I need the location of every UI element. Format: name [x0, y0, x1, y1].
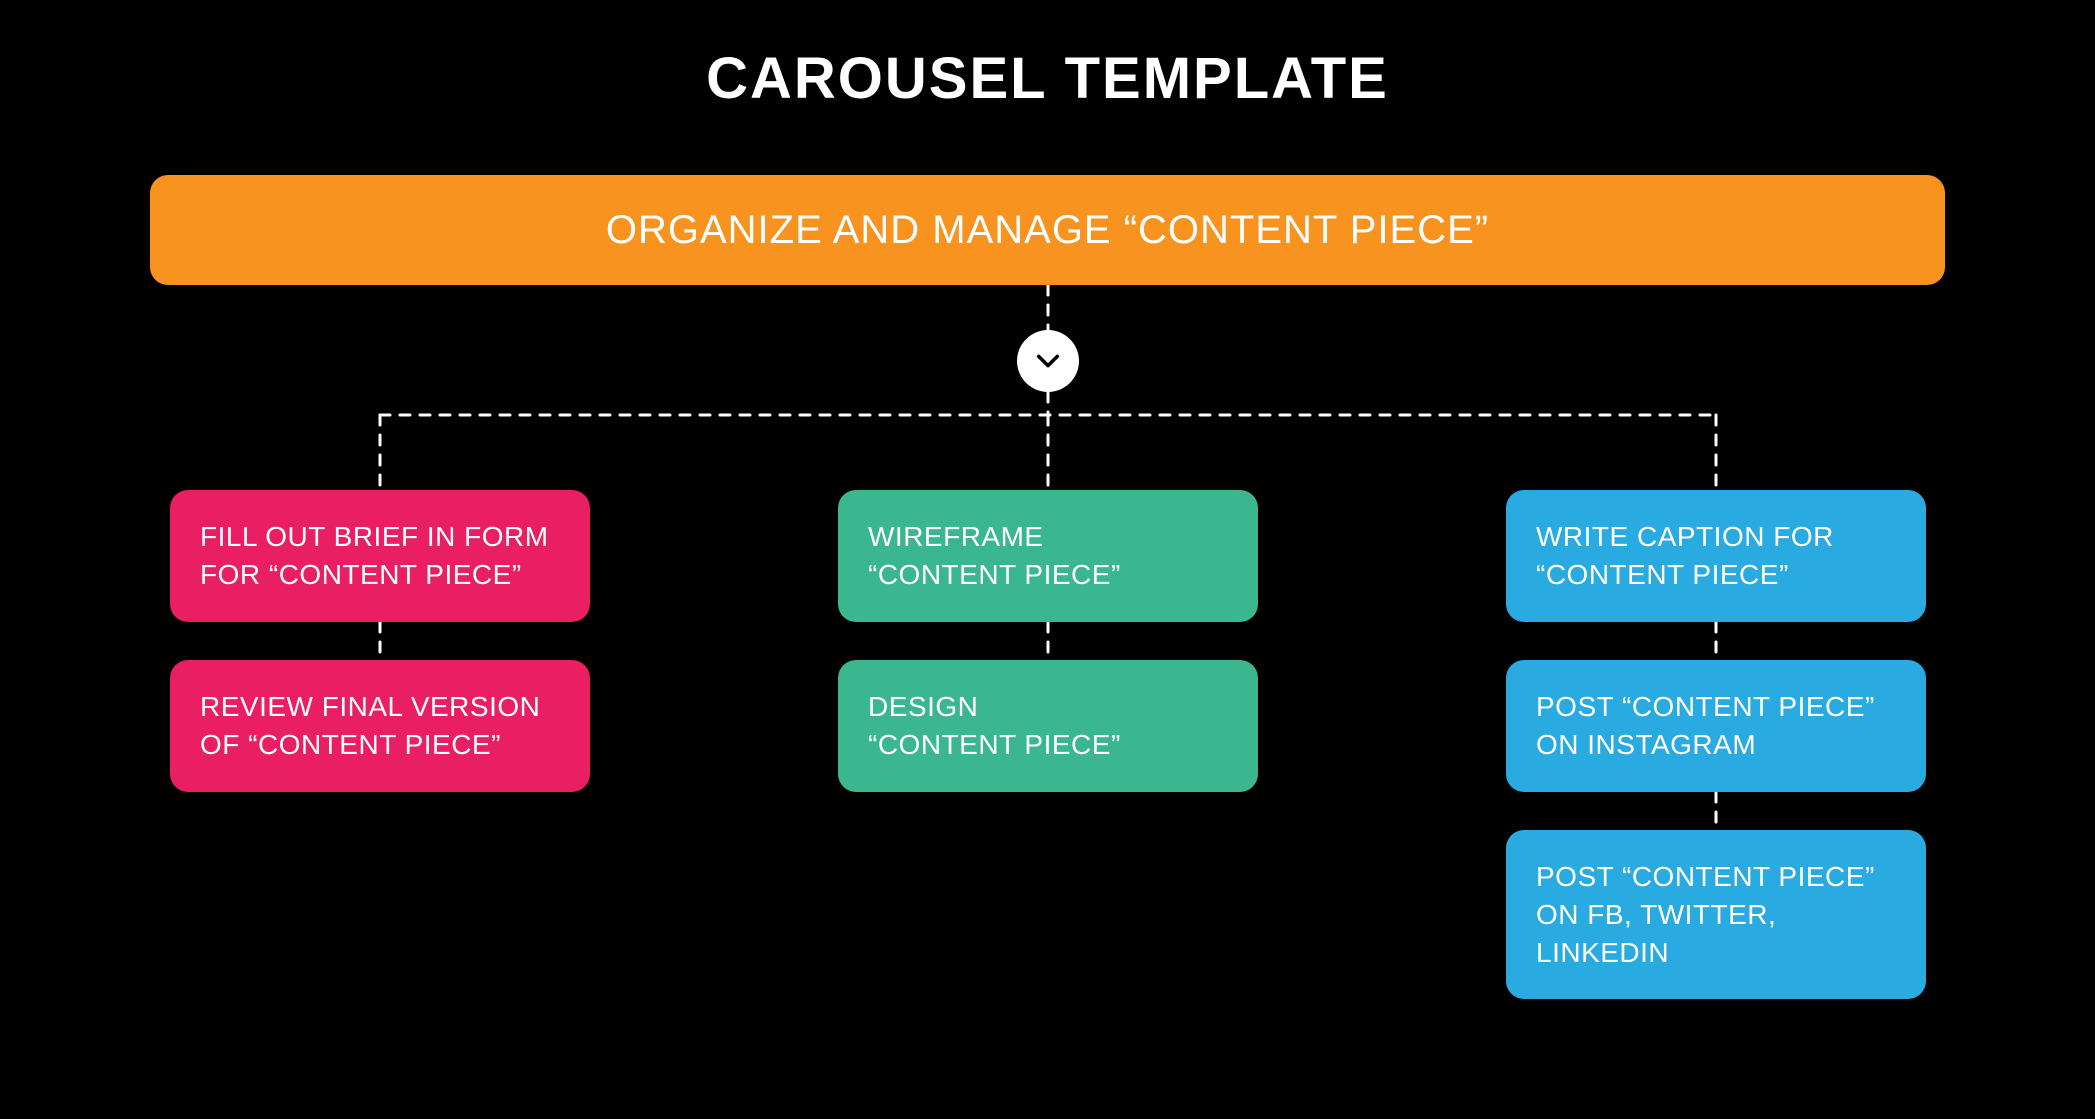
chevron-down-icon [1034, 347, 1062, 375]
card-line1: POST “CONTENT PIECE” [1536, 858, 1896, 896]
root-node: ORGANIZE AND MANAGE “CONTENT PIECE” [150, 175, 1945, 285]
card-col1-row1: DESIGN“CONTENT PIECE” [838, 660, 1258, 792]
card-col2-row2: POST “CONTENT PIECE”ON FB, TWITTER, LINK… [1506, 830, 1926, 999]
card-line1: FILL OUT BRIEF IN FORM [200, 518, 560, 556]
root-node-label: ORGANIZE AND MANAGE “CONTENT PIECE” [606, 208, 1489, 253]
card-line1: DESIGN [868, 688, 1228, 726]
card-line2: ON INSTAGRAM [1536, 726, 1896, 764]
card-line2: ON FB, TWITTER, LINKEDIN [1536, 896, 1896, 972]
card-col1-row0: WIREFRAME“CONTENT PIECE” [838, 490, 1258, 622]
card-col2-row1: POST “CONTENT PIECE”ON INSTAGRAM [1506, 660, 1926, 792]
diagram-title: CAROUSEL TEMPLATE [0, 45, 2095, 112]
card-line2: FOR “CONTENT PIECE” [200, 556, 560, 594]
card-line2: OF “CONTENT PIECE” [200, 726, 560, 764]
card-line1: POST “CONTENT PIECE” [1536, 688, 1896, 726]
card-col0-row0: FILL OUT BRIEF IN FORMFOR “CONTENT PIECE… [170, 490, 590, 622]
card-col0-row1: REVIEW FINAL VERSIONOF “CONTENT PIECE” [170, 660, 590, 792]
card-col2-row0: WRITE CAPTION FOR“CONTENT PIECE” [1506, 490, 1926, 622]
card-line2: “CONTENT PIECE” [1536, 556, 1896, 594]
card-line1: WRITE CAPTION FOR [1536, 518, 1896, 556]
diagram-canvas: CAROUSEL TEMPLATE ORGANIZE AND MANAGE “C… [0, 0, 2095, 1119]
card-line2: “CONTENT PIECE” [868, 556, 1228, 594]
card-line2: “CONTENT PIECE” [868, 726, 1228, 764]
card-line1: REVIEW FINAL VERSION [200, 688, 560, 726]
card-line1: WIREFRAME [868, 518, 1228, 556]
expand-toggle[interactable] [1017, 330, 1079, 392]
